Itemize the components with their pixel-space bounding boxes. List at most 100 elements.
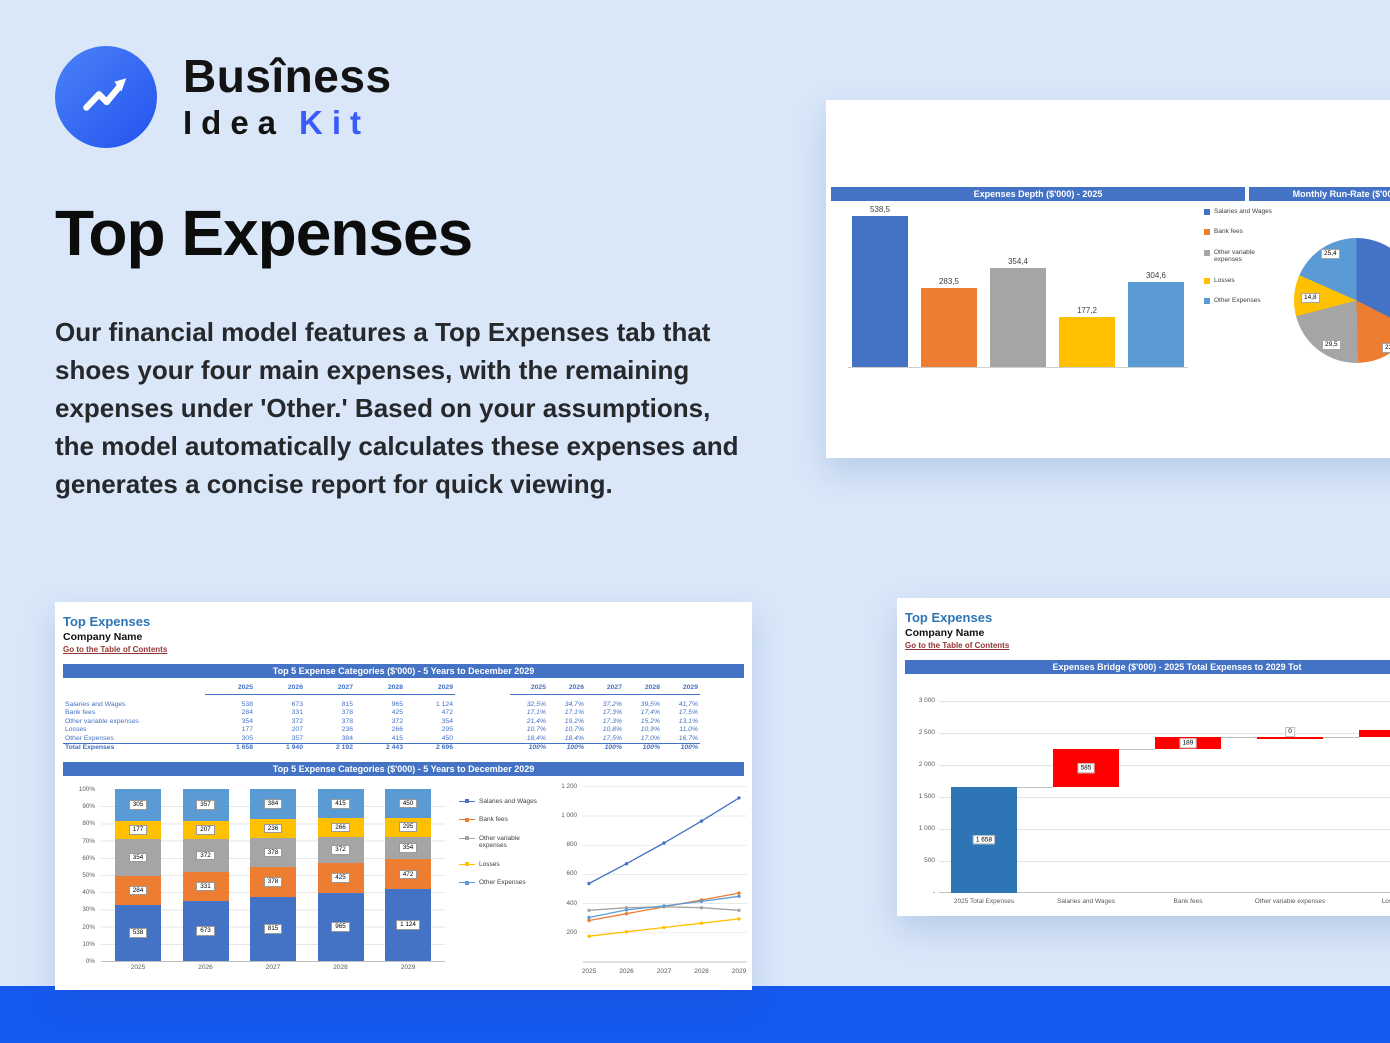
bar-value-label: 0: [1285, 727, 1295, 737]
segment-value-label: 266: [331, 822, 350, 833]
bar-segment: 372: [182, 839, 229, 873]
top5-expenses-sheet-card: Top Expenses Company Name Go to the Tabl…: [55, 602, 752, 990]
year-header: 2026: [548, 684, 586, 695]
percent-cell: 10,7%: [526, 726, 546, 733]
trend-arrow-icon: [71, 60, 141, 135]
value-cell: 450: [441, 734, 453, 742]
table-title-bar: Top 5 Expense Categories ($'000) - 5 Yea…: [63, 664, 744, 678]
sheet-title: Top Expenses: [905, 610, 993, 625]
bar-segment: 378: [250, 837, 296, 868]
y-axis-label: 1 500: [918, 793, 935, 800]
percent-cell: 19,2%: [564, 717, 584, 725]
bar-segment: 284: [115, 875, 161, 906]
bar: [921, 287, 977, 367]
value-cell: 415: [391, 734, 403, 742]
y-axis-label: 20%: [82, 923, 95, 931]
row-label: Losses: [65, 726, 87, 733]
y-axis-label: 60%: [82, 854, 95, 862]
y-axis-label: 90%: [82, 803, 95, 811]
row-label: Other Expenses: [65, 734, 114, 742]
bar-segment: 354: [115, 839, 161, 876]
logo-name: Busîness: [183, 50, 392, 103]
bar-column: 538,5: [850, 205, 910, 367]
stacked-bar: 384 236 378 378 815 2027: [250, 789, 296, 971]
bar-segment: 236: [250, 819, 296, 838]
y-axis-label: 30%: [82, 906, 95, 914]
bar-value-label: 304,6: [1145, 270, 1167, 280]
percent-cell: 15,2%: [640, 717, 660, 725]
legend-item: Salaries and Wages: [1204, 208, 1282, 215]
percent-cell: 18,4%: [564, 734, 584, 742]
percent-cell: 13,1%: [678, 717, 698, 725]
company-name: Company Name: [905, 627, 985, 639]
bar-value-label: 189: [1179, 738, 1197, 749]
y-axis-label: 3 000: [918, 697, 935, 704]
chart-legend: Salaries and Wages Bank fees Other variabl…: [459, 798, 543, 887]
segment-value-label: 177: [128, 825, 148, 835]
x-axis-label: Salaries and Wages: [1057, 898, 1115, 905]
y-axis-label: 1 000: [561, 812, 577, 819]
legend-label: Bank fees: [479, 816, 508, 824]
waterfall-bar: 585: [1053, 749, 1119, 787]
segment-value-label: 305: [128, 800, 148, 810]
percent-cell: 17,4%: [640, 709, 660, 716]
gridline: [939, 861, 1390, 862]
legend-label: Bank fees: [1214, 228, 1243, 236]
line-legend-icon: [459, 880, 475, 885]
stacked-bar: 450 295 354 472 1 124 2029: [385, 789, 431, 971]
x-axis-label: Other variable expenses: [1254, 898, 1326, 905]
legend-item: Other Expenses: [459, 879, 543, 886]
row-label: Salaries and Wages: [65, 700, 126, 708]
table-of-contents-link[interactable]: Go to the Table of Contents: [63, 645, 168, 654]
value-cell: 2 696: [405, 743, 455, 753]
percent-cell: 21,4%: [526, 717, 546, 725]
segment-value-label: 207: [196, 825, 215, 835]
bar-segment: 450: [385, 789, 431, 818]
segment-value-label: 450: [398, 798, 418, 809]
series-color-swatch-icon: [1204, 229, 1210, 236]
table-of-contents-link[interactable]: Go to the Table of Contents: [905, 641, 1010, 650]
percent-cell: 17,3%: [602, 709, 622, 716]
y-axis-label: 2 500: [918, 729, 935, 736]
bar: [852, 216, 908, 367]
segment-value-label: 815: [263, 924, 283, 934]
year-header: 2029: [662, 684, 700, 695]
percent-cell: 10,8%: [602, 726, 622, 733]
value-cell: 1 658: [205, 743, 255, 753]
gridline: [939, 733, 1390, 734]
legend-marker-icon: [465, 836, 469, 841]
column-spacer: [455, 684, 510, 701]
waterfall-chart: 1 658 585 189 0: [939, 696, 1390, 893]
value-cell: 295: [441, 726, 453, 733]
legend-label: Other variable expenses: [1214, 248, 1255, 264]
value-cell: 305: [241, 734, 253, 742]
value-cell: 384: [341, 734, 353, 742]
legend-item: Losses: [1204, 277, 1282, 284]
bridge-chart-title-bar: Expenses Bridge ($'000) - 2025 Total Exp…: [905, 660, 1390, 674]
value-cell: 965: [391, 700, 403, 708]
segment-value-label: 415: [331, 799, 350, 809]
legend-marker-icon: [465, 799, 469, 804]
legend-label: Other variable expenses: [479, 834, 520, 850]
value-cell: 284: [241, 709, 253, 716]
segment-value-label: 538: [128, 928, 148, 938]
legend-item: Bank fees: [1204, 228, 1282, 236]
bar-segment: 354: [385, 836, 431, 860]
bar-segment: 472: [385, 859, 431, 890]
x-axis-label: 2025 Total Expenses: [953, 898, 1015, 905]
segment-value-label: 331: [196, 881, 215, 892]
value-cell: 673: [291, 700, 303, 708]
bar-segment: 177: [115, 820, 161, 840]
x-axis-label: 2028: [694, 968, 709, 975]
bar-segment: 378: [250, 867, 296, 897]
table-corner: [63, 684, 205, 695]
bar: [1128, 281, 1184, 367]
segment-value-label: 673: [196, 926, 215, 936]
gridline: [939, 797, 1390, 798]
year-header: 2025: [510, 684, 548, 695]
bar-segment: 305: [115, 789, 161, 821]
segment-value-label: 472: [398, 869, 418, 880]
legend-marker-icon: [465, 817, 469, 822]
y-axis-label: 200: [566, 928, 577, 936]
